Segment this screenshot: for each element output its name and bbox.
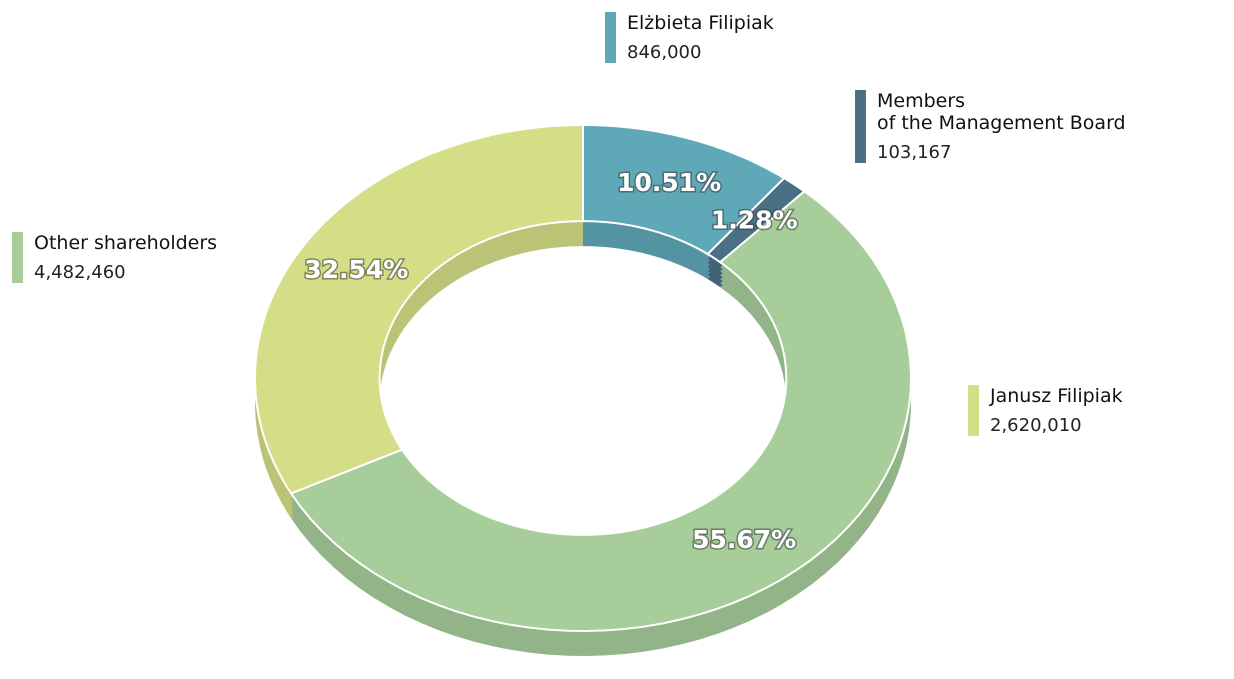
- legend-name: Members of the Management Board: [877, 90, 1126, 134]
- value-label: 32.54%: [304, 255, 408, 284]
- legend-name: Janusz Filipiak: [990, 385, 1123, 407]
- legend-entry: Janusz Filipiak 2,620,010: [968, 385, 1123, 436]
- legend-count: 2,620,010: [990, 415, 1082, 436]
- legend-count: 4,482,460: [34, 262, 126, 283]
- legend-swatch: [968, 385, 979, 436]
- legend-entry: Members of the Management Board 103,167: [855, 90, 1126, 163]
- legend-count: 103,167: [877, 142, 952, 163]
- legend-swatch: [605, 12, 616, 63]
- legend-entry: Elżbieta Filipiak 846,000: [605, 12, 774, 63]
- legend-count: 846,000: [627, 42, 702, 63]
- legend-name: Other shareholders: [34, 232, 218, 254]
- value-label: 1.28%: [711, 205, 798, 234]
- value-label: 10.51%: [617, 168, 721, 197]
- value-label: 55.67%: [692, 525, 796, 554]
- legend-swatch: [12, 232, 23, 283]
- legend-entry: Other shareholders 4,482,460: [12, 232, 217, 283]
- legend-swatch: [855, 90, 866, 163]
- legend-name: Elżbieta Filipiak: [627, 12, 774, 34]
- slice: [253, 123, 584, 495]
